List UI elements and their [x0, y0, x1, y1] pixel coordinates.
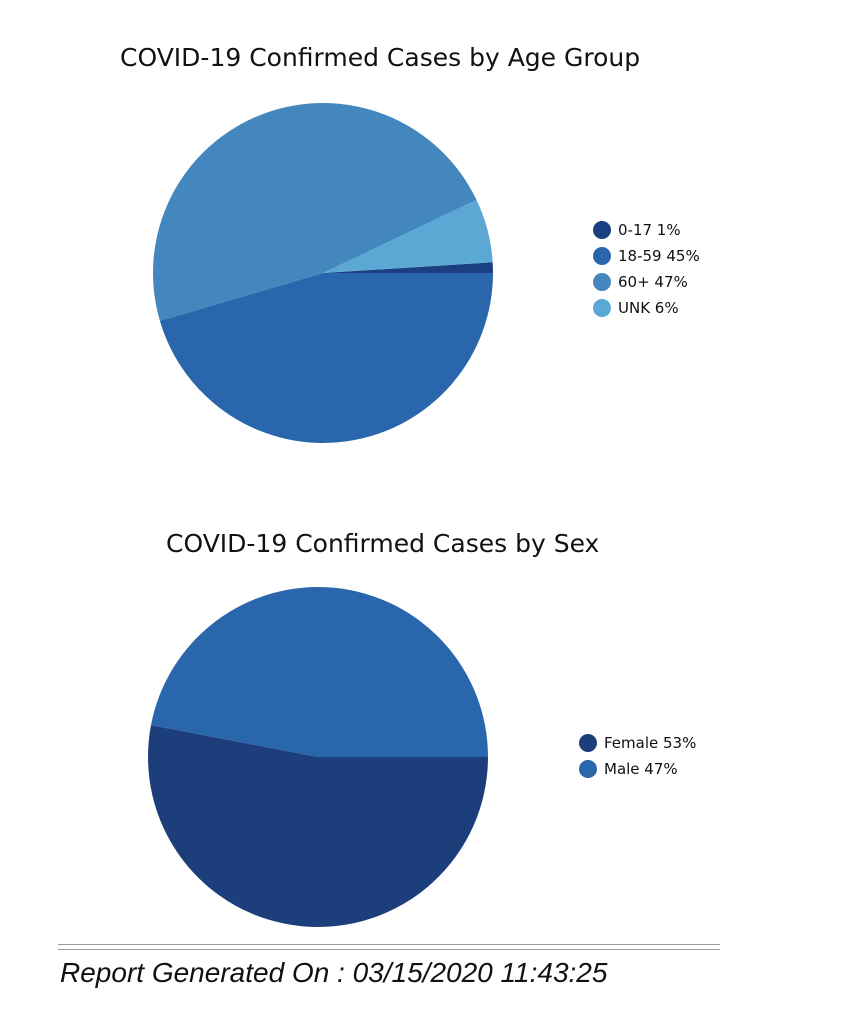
legend-label: UNK 6%	[618, 299, 679, 317]
legend-item: UNK 6%	[593, 295, 700, 321]
legend-swatch	[593, 221, 611, 239]
sex-pie	[148, 586, 488, 927]
pie-slice-female	[148, 725, 488, 927]
chart-title: COVID-19 Confirmed Cases by Age Group	[120, 43, 641, 72]
sex-legend: Female 53% Male 47%	[579, 730, 696, 782]
legend-item: 60+ 47%	[593, 269, 700, 295]
legend-item: Female 53%	[579, 730, 696, 756]
legend-item: Male 47%	[579, 756, 696, 782]
age-group-chart: COVID-19 Confirmed Cases by Age Group 0-…	[0, 0, 864, 470]
legend-label: 18-59 45%	[618, 247, 700, 265]
sex-chart: COVID-19 Confirmed Cases by Sex Female 5…	[148, 529, 696, 927]
report-generated-text: Report Generated On : 03/15/2020 11:43:2…	[60, 957, 608, 988]
pie-slice-male	[151, 586, 488, 757]
footer-divider	[58, 944, 720, 950]
age-group-legend: 0-17 1% 18-59 45% 60+ 47% UNK 6%	[593, 217, 700, 321]
legend-label: 60+ 47%	[618, 273, 688, 291]
legend-swatch	[593, 299, 611, 317]
legend-label: Female 53%	[604, 734, 697, 752]
chart-title: COVID-19 Confirmed Cases by Sex	[166, 529, 600, 558]
pie-slice-18-59	[159, 273, 493, 443]
pie-slice-0-17	[323, 262, 493, 273]
pie-slice-unk	[323, 199, 493, 273]
legend-swatch	[593, 247, 611, 265]
legend-swatch	[579, 760, 597, 778]
legend-label: Male 47%	[604, 760, 678, 778]
legend-swatch	[593, 273, 611, 291]
legend-item: 0-17 1%	[593, 217, 700, 243]
pie-slice-60-	[153, 103, 477, 321]
legend-label: 0-17 1%	[618, 221, 681, 239]
legend-item: 18-59 45%	[593, 243, 700, 269]
legend-swatch	[579, 734, 597, 752]
age-group-pie	[153, 103, 493, 443]
